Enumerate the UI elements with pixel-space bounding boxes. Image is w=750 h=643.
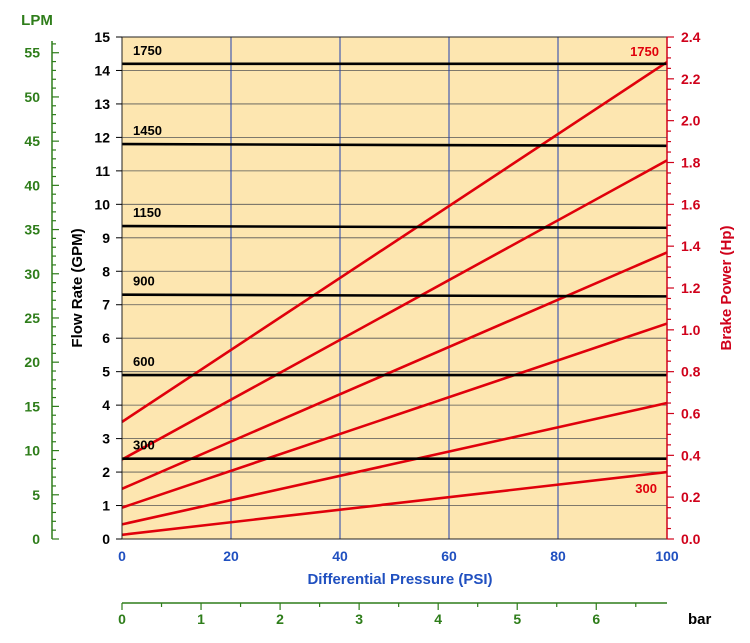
- y2-tick-label: 2.0: [681, 113, 701, 129]
- y-tick-label: 9: [102, 230, 110, 246]
- x-tick-label: 40: [332, 548, 348, 564]
- bar-tick-label: 6: [592, 611, 600, 627]
- lpm-tick-label: 25: [24, 310, 40, 326]
- y-tick-label: 14: [94, 62, 110, 78]
- x-axis-label: Differential Pressure (PSI): [307, 571, 492, 588]
- flow-line-label: 900: [133, 274, 155, 289]
- lpm-tick-label: 35: [24, 222, 40, 238]
- x-tick-label: 0: [118, 548, 126, 564]
- bar-axis-label: bar: [688, 611, 712, 628]
- x-tick-label: 20: [223, 548, 239, 564]
- x-tick-label: 100: [655, 548, 679, 564]
- bar-tick-label: 5: [513, 611, 521, 627]
- y2-tick-label: 1.8: [681, 155, 701, 171]
- y2-tick-label: 2.4: [681, 29, 701, 45]
- bar-tick-label: 0: [118, 611, 126, 627]
- y-tick-label: 8: [102, 263, 110, 279]
- y-tick-label: 12: [94, 129, 110, 145]
- y2-tick-label: 1.2: [681, 280, 701, 296]
- flow-line-label: 600: [133, 354, 155, 369]
- pressure-axis: 0 20 40 60 80 100: [118, 548, 679, 564]
- power-line: [121, 401, 668, 526]
- power-line: [121, 159, 668, 461]
- y2-tick-label: 1.4: [681, 238, 701, 254]
- lpm-tick-label: 0: [32, 531, 40, 547]
- lpm-tick-label: 20: [24, 354, 40, 370]
- y-tick-label: 11: [95, 163, 110, 179]
- lpm-axis-label: LPM: [21, 12, 53, 29]
- y2-tick-label: 1.0: [681, 322, 701, 338]
- y-axis-label: Flow Rate (GPM): [69, 228, 86, 347]
- bar-tick-label: 2: [276, 611, 284, 627]
- power-line: [121, 251, 668, 490]
- y2-tick-label: 1.6: [681, 196, 701, 212]
- y-tick-label: 13: [94, 96, 110, 112]
- power-line: [121, 322, 668, 509]
- flow-line-label: 300: [133, 438, 155, 453]
- y-tick-label: 5: [102, 364, 110, 380]
- y-tick-label: 15: [94, 29, 110, 45]
- y-tick-label: 7: [102, 297, 110, 313]
- power-line-label: 300: [635, 481, 657, 496]
- y2-tick-label: 2.2: [681, 71, 701, 87]
- y-tick-label: 2: [102, 464, 110, 480]
- y2-tick-label: 0.6: [681, 406, 701, 422]
- bar-tick-label: 4: [434, 611, 442, 627]
- x-tick-label: 60: [441, 548, 457, 564]
- lpm-axis: 0 5 10 15 20 25 30 35 40 45 50 55: [24, 41, 59, 547]
- flow-line: [121, 142, 668, 148]
- y2-tick-label: 0.0: [681, 531, 701, 547]
- brake-power-axis: 0.0 0.2 0.4 0.6 0.8 1.0 1.2 1.4 1.6 1.8 2.0 2.2 2.4: [666, 29, 701, 547]
- lpm-tick-label: 5: [32, 487, 40, 503]
- lpm-tick-label: 15: [24, 398, 40, 414]
- y-tick-label: 0: [102, 531, 110, 547]
- y2-axis-label: Brake Power (Hp): [718, 225, 735, 350]
- y-tick-label: 10: [94, 196, 110, 212]
- flow-line: [121, 224, 668, 230]
- flow-line-label: 1750: [133, 43, 162, 58]
- lpm-tick-label: 40: [24, 177, 40, 193]
- lpm-tick-label: 50: [24, 89, 40, 105]
- bar-tick-label: 1: [197, 611, 205, 627]
- lpm-tick-label: 30: [24, 266, 40, 282]
- y2-tick-label: 0.8: [681, 364, 701, 380]
- y-tick-label: 4: [102, 397, 110, 413]
- power-line-label: 1750: [630, 44, 659, 59]
- y-tick-label: 1: [102, 498, 110, 514]
- y2-tick-label: 0.2: [681, 489, 701, 505]
- y2-tick-label: 0.4: [681, 447, 701, 463]
- flow-lines: 1750 1450 1150 900 600 300: [121, 43, 668, 460]
- x-tick-label: 80: [550, 548, 566, 564]
- power-line: [121, 470, 668, 537]
- lpm-tick-label: 10: [24, 443, 40, 459]
- flow-line: [121, 293, 668, 298]
- y-tick-label: 6: [102, 330, 110, 346]
- lpm-tick-label: 45: [24, 133, 40, 149]
- flow-line-label: 1450: [133, 123, 162, 138]
- power-line: [121, 61, 668, 423]
- bar-tick-label: 3: [355, 611, 363, 627]
- lpm-tick-label: 55: [24, 45, 40, 61]
- flow-line-label: 1150: [133, 205, 161, 220]
- y-tick-label: 3: [102, 431, 110, 447]
- bar-axis: 0 1 2 3 4 5 6: [118, 602, 667, 627]
- power-lines: 1750 300: [121, 44, 668, 537]
